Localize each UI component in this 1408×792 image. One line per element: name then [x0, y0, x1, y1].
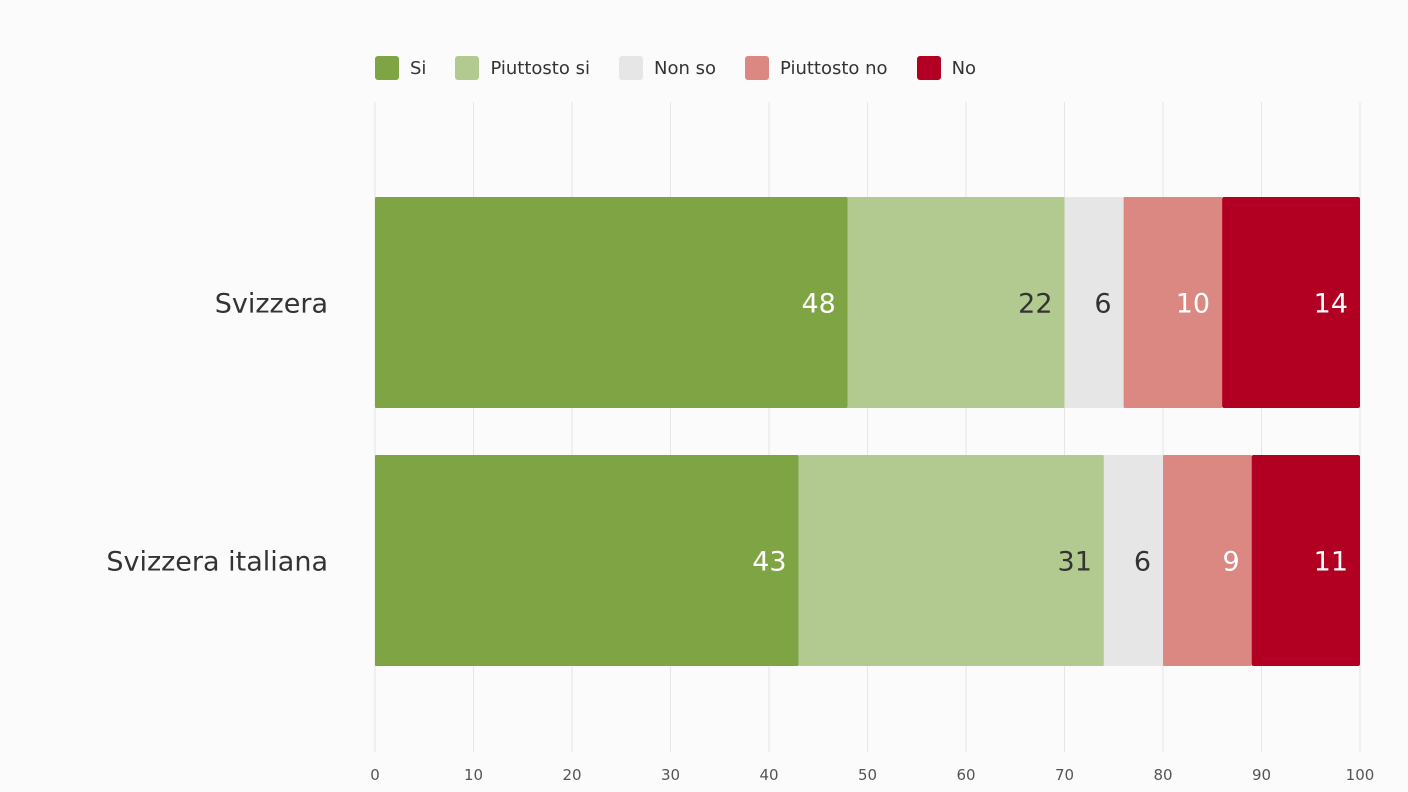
- data-label: 48: [801, 289, 835, 320]
- bar-group: 43 31 6 9 11: [375, 455, 1360, 666]
- data-label: 31: [1058, 547, 1092, 578]
- data-label: 9: [1222, 547, 1239, 578]
- data-label: 11: [1314, 547, 1348, 578]
- legend-item: Si: [375, 56, 426, 80]
- x-tick-label: 40: [759, 766, 778, 784]
- legend-swatch: [455, 56, 480, 80]
- x-tick-label: 80: [1153, 766, 1172, 784]
- bar-segment: [1163, 455, 1252, 666]
- bar-segment: [375, 197, 848, 408]
- legend-label: No: [951, 57, 977, 79]
- x-tick-label: 20: [562, 766, 581, 784]
- legend-label: Si: [410, 57, 427, 79]
- bar-segment: [847, 197, 1065, 408]
- x-axis-ticks: 0 10 20 30 40 50 60 70 80 90 100: [370, 766, 1374, 784]
- legend-item: Piuttosto si: [455, 56, 590, 80]
- x-tick-label: 30: [661, 766, 680, 784]
- data-label: 6: [1134, 547, 1151, 578]
- data-label: 10: [1176, 289, 1210, 320]
- legend-swatch: [916, 56, 941, 80]
- legend-swatch: [744, 56, 769, 80]
- x-tick-label: 0: [370, 766, 380, 784]
- legend-item: Piuttosto no: [744, 56, 888, 80]
- data-label: 22: [1018, 289, 1052, 320]
- bar-segment: [1222, 197, 1360, 408]
- legend-item: No: [916, 56, 977, 80]
- category-label: Svizzera italiana: [106, 547, 328, 578]
- bar-segment: [1123, 197, 1223, 408]
- data-label: 14: [1314, 289, 1348, 320]
- bar-segment: [1251, 455, 1360, 666]
- legend-label: Piuttosto si: [490, 57, 590, 79]
- x-tick-label: 60: [956, 766, 975, 784]
- x-tick-label: 90: [1252, 766, 1271, 784]
- bar-segment: [1103, 455, 1163, 666]
- legend: Si Piuttosto si Non so Piuttosto no No: [375, 56, 1005, 80]
- legend-swatch: [375, 56, 399, 80]
- x-tick-label: 100: [1346, 766, 1375, 784]
- bar-segment: [375, 455, 799, 666]
- x-tick-label: 70: [1055, 766, 1074, 784]
- data-label: 43: [752, 547, 786, 578]
- x-tick-label: 10: [464, 766, 483, 784]
- bar-segment: [1064, 197, 1124, 408]
- bar-group: 48 22 6 10 14: [375, 197, 1360, 408]
- category-label: Svizzera: [215, 289, 328, 320]
- data-label: 6: [1094, 289, 1111, 320]
- bar-segment: [798, 455, 1104, 666]
- legend-label: Piuttosto no: [779, 57, 888, 79]
- x-tick-label: 50: [858, 766, 877, 784]
- legend-item: Non so: [618, 56, 716, 80]
- legend-swatch: [618, 56, 643, 80]
- legend-label: Non so: [653, 57, 716, 79]
